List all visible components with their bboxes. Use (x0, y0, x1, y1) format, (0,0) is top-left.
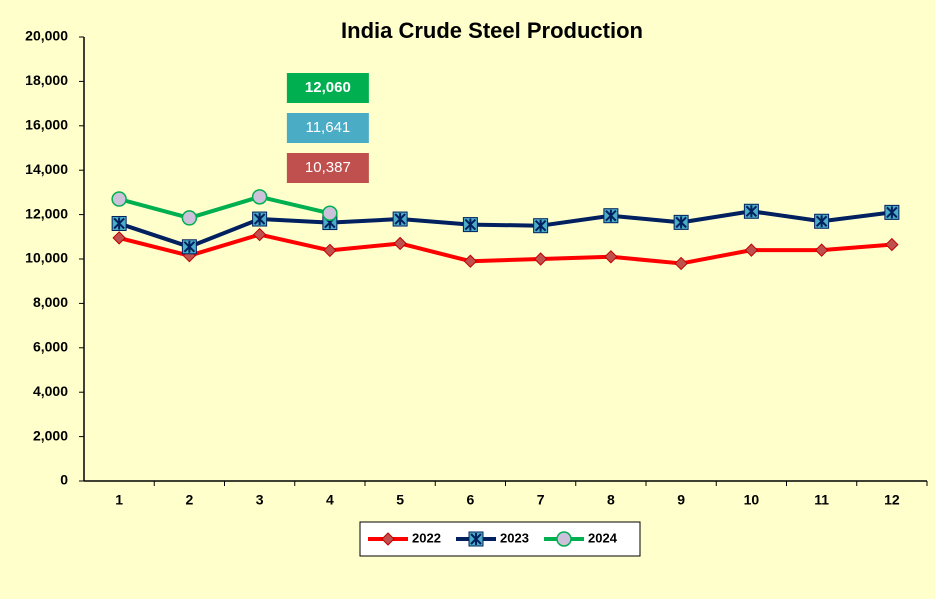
legend-label: 2023 (500, 530, 529, 545)
legend-label: 2024 (588, 530, 618, 545)
marker (323, 243, 337, 258)
marker (181, 210, 198, 226)
legend-label: 2022 (412, 530, 441, 545)
marker (393, 236, 407, 251)
marker-cross (534, 219, 547, 232)
marker-cross (470, 533, 482, 545)
y-tick-label: 12,000 (25, 205, 68, 221)
x-tick-label: 1 (115, 492, 123, 508)
marker-cross (675, 216, 687, 229)
marker (462, 217, 478, 233)
y-tick-label: 20,000 (25, 28, 68, 44)
y-tick-label: 2,000 (33, 427, 68, 443)
x-tick-label: 7 (537, 492, 545, 508)
marker (112, 231, 126, 245)
marker (252, 211, 268, 227)
y-tick-label: 14,000 (25, 161, 68, 177)
marker (392, 211, 408, 227)
marker (111, 215, 127, 231)
marker (251, 189, 268, 205)
series-line (118, 209, 893, 249)
marker-cross (815, 215, 828, 228)
marker (604, 250, 618, 264)
y-tick-label: 4,000 (33, 383, 68, 399)
y-tick-label: 16,000 (25, 117, 68, 133)
x-tick-label: 8 (607, 492, 615, 508)
marker (885, 237, 899, 252)
legend: 2022 2023 2024 (359, 521, 641, 557)
marker (884, 204, 900, 220)
value-label: 11,641 (305, 119, 350, 136)
marker (468, 531, 484, 547)
marker-cross (464, 218, 477, 231)
marker (533, 252, 548, 266)
marker (181, 239, 197, 255)
marker (603, 208, 619, 224)
marker (111, 191, 127, 207)
marker (556, 531, 572, 547)
y-tick-label: 6,000 (33, 339, 68, 355)
series-line (118, 194, 331, 220)
marker (744, 243, 759, 257)
marker-cross (394, 213, 406, 226)
x-tick-label: 5 (396, 492, 404, 508)
x-tick-label: 4 (326, 492, 334, 508)
value-label: 10,387 (305, 159, 351, 176)
series-line (118, 232, 893, 266)
chart-title: India Crude Steel Production (341, 18, 643, 43)
marker (252, 227, 267, 242)
marker (322, 205, 338, 222)
x-tick-label: 6 (466, 492, 474, 508)
y-tick-label: 18,000 (25, 72, 68, 88)
value-label: 12,060 (305, 79, 351, 96)
value-label-box (286, 113, 369, 143)
x-tick-label: 12 (884, 492, 900, 508)
marker (814, 243, 829, 257)
marker-cross (183, 240, 196, 253)
marker (743, 203, 759, 219)
value-label-box (286, 153, 369, 183)
marker (674, 256, 688, 271)
marker-cross (745, 205, 758, 218)
marker-cross (605, 209, 617, 222)
value-label-box (286, 73, 369, 103)
marker (814, 213, 830, 229)
x-tick-label: 9 (677, 492, 685, 508)
x-tick-label: 11 (814, 492, 829, 508)
y-tick-label: 8,000 (33, 294, 68, 310)
marker (533, 218, 549, 234)
marker (673, 214, 689, 230)
marker-cross (253, 213, 266, 226)
y-tick-label: 0 (60, 472, 68, 488)
x-tick-label: 3 (256, 492, 264, 508)
x-tick-label: 2 (185, 492, 193, 508)
marker (381, 532, 395, 546)
marker-cross (113, 217, 125, 230)
marker (463, 254, 478, 268)
y-tick-label: 10,000 (25, 250, 68, 266)
marker-cross (886, 206, 898, 219)
x-tick-label: 10 (744, 492, 760, 508)
